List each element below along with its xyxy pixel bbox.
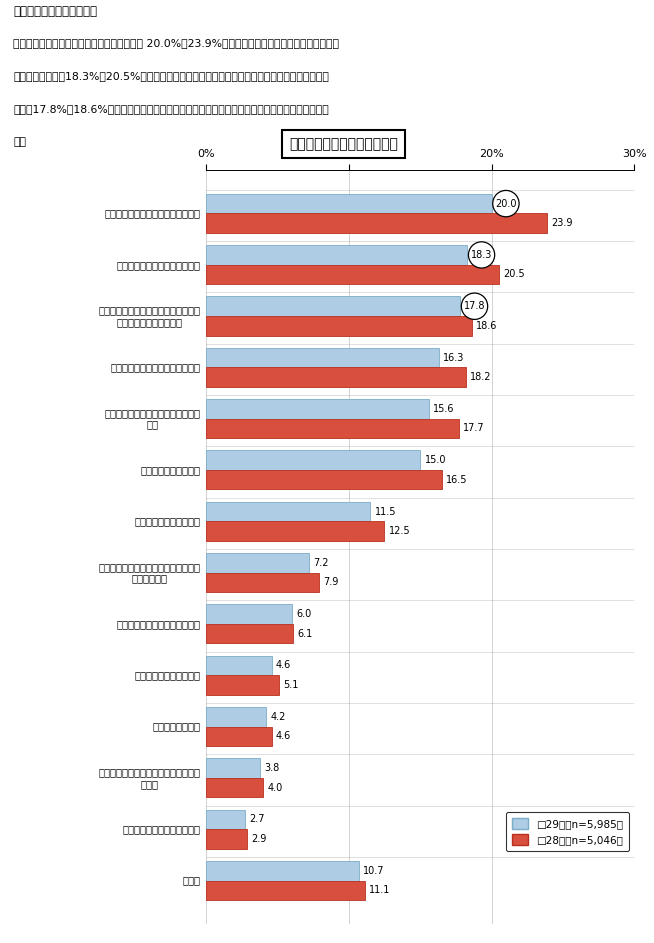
Text: 18.6: 18.6 bbox=[476, 321, 497, 331]
Text: 娠・育児のため」18.3%（20.5%）、「法人や施設・事業所の理念や運営のあり方に不満があった: 娠・育児のため」18.3%（20.5%）、「法人や施設・事業所の理念や運営のあり… bbox=[13, 71, 329, 81]
Text: 5.1: 5.1 bbox=[283, 680, 298, 690]
Text: ため」17.8%（18.6%）と高かった。職場環境や経営理念に対する理由が上位を占めることとなっ: ため」17.8%（18.6%）と高かった。職場環境や経営理念に対する理由が上位を… bbox=[13, 105, 329, 114]
Text: 2.9: 2.9 bbox=[252, 834, 267, 844]
Text: 12.5: 12.5 bbox=[388, 526, 411, 536]
Bar bbox=[206, 451, 420, 470]
Text: 2.7: 2.7 bbox=[249, 815, 264, 824]
Bar bbox=[206, 296, 460, 316]
Bar bbox=[206, 675, 279, 695]
Bar bbox=[206, 707, 266, 726]
Text: 前職の介護職を辞めた理由: 前職の介護職を辞めた理由 bbox=[13, 5, 97, 18]
Bar bbox=[206, 778, 263, 798]
Bar bbox=[206, 572, 318, 592]
Bar bbox=[206, 758, 260, 778]
Text: 4.0: 4.0 bbox=[267, 783, 283, 793]
Bar bbox=[206, 554, 309, 572]
Text: 7.2: 7.2 bbox=[313, 558, 328, 568]
Text: 介護関係の仕事を辞めた理由: 介護関係の仕事を辞めた理由 bbox=[289, 137, 398, 151]
Bar bbox=[206, 316, 472, 336]
Bar bbox=[206, 810, 245, 829]
Text: 20.0: 20.0 bbox=[495, 199, 517, 208]
Text: 17.8: 17.8 bbox=[464, 301, 485, 311]
Bar bbox=[206, 194, 492, 213]
Bar bbox=[206, 368, 466, 387]
Bar bbox=[206, 604, 292, 624]
Bar bbox=[206, 502, 370, 521]
Text: 4.2: 4.2 bbox=[270, 712, 286, 721]
Text: 18.2: 18.2 bbox=[470, 372, 492, 382]
Text: 20.5: 20.5 bbox=[503, 270, 525, 279]
Text: 6.0: 6.0 bbox=[296, 609, 311, 620]
Text: 17.7: 17.7 bbox=[463, 423, 485, 434]
Text: 23.9: 23.9 bbox=[551, 218, 573, 228]
Text: 「職場の人間関係に問題があったため」が 20.0%（23.9%）で最も高く、次いで「結婚・出産・妊: 「職場の人間関係に問題があったため」が 20.0%（23.9%）で最も高く、次い… bbox=[13, 38, 339, 48]
Text: た。: た。 bbox=[13, 138, 26, 147]
Bar bbox=[206, 399, 429, 419]
Text: 4.6: 4.6 bbox=[276, 660, 291, 670]
Text: 15.6: 15.6 bbox=[433, 404, 455, 414]
Bar bbox=[206, 419, 458, 438]
Text: 11.1: 11.1 bbox=[369, 885, 390, 895]
Bar bbox=[206, 624, 293, 643]
Legend: □29年（n=5,985）, □28年（n=5,046）: □29年（n=5,985）, □28年（n=5,046） bbox=[506, 812, 629, 851]
Bar bbox=[206, 521, 385, 540]
Bar bbox=[206, 881, 364, 900]
Text: 16.5: 16.5 bbox=[446, 474, 468, 485]
Text: 7.9: 7.9 bbox=[323, 577, 339, 587]
Bar bbox=[206, 213, 547, 233]
Text: 4.6: 4.6 bbox=[276, 732, 291, 741]
Text: 10.7: 10.7 bbox=[363, 866, 385, 876]
Text: 15.0: 15.0 bbox=[424, 455, 446, 465]
Bar bbox=[206, 655, 271, 675]
Text: 16.3: 16.3 bbox=[443, 353, 464, 362]
Bar bbox=[206, 726, 271, 746]
Bar bbox=[206, 470, 441, 489]
Text: 11.5: 11.5 bbox=[375, 506, 396, 517]
Bar bbox=[206, 861, 359, 881]
Text: 18.3: 18.3 bbox=[471, 250, 492, 260]
Bar bbox=[206, 265, 499, 284]
Bar bbox=[206, 245, 468, 265]
Bar bbox=[206, 829, 247, 849]
Text: 6.1: 6.1 bbox=[298, 629, 313, 638]
Text: 3.8: 3.8 bbox=[265, 763, 280, 773]
Bar bbox=[206, 348, 439, 368]
